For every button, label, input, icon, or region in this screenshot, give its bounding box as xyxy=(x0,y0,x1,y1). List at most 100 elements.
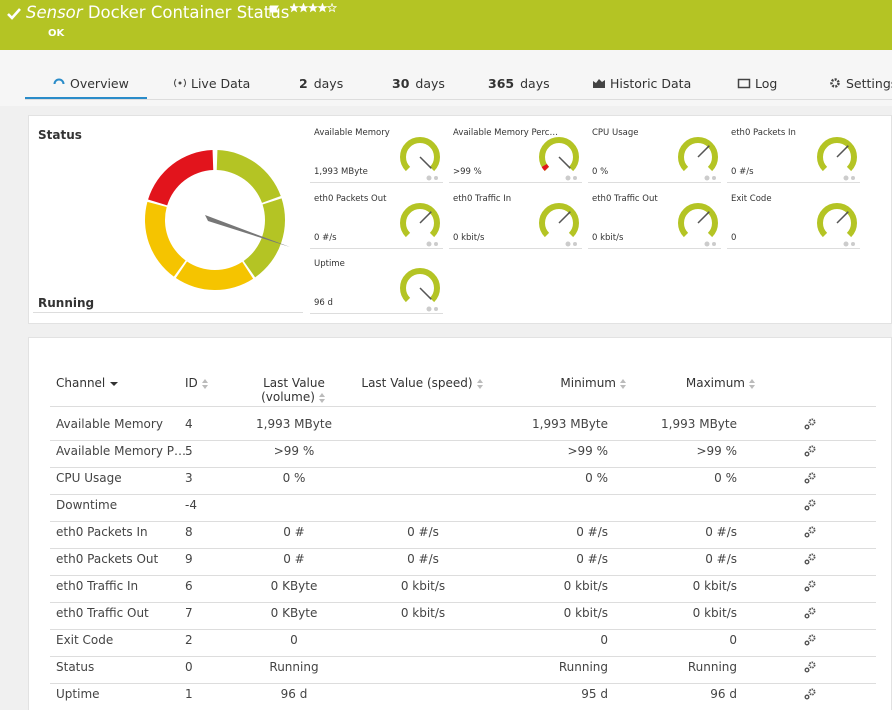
gauge-value: 0 kbit/s xyxy=(453,233,485,243)
gauge-name: Available Memory xyxy=(314,128,390,138)
row-separator xyxy=(50,629,876,630)
gauge-icon xyxy=(434,242,438,246)
priority-stars[interactable] xyxy=(290,3,338,13)
table-cell: 7 xyxy=(185,606,193,620)
tab[interactable]: Historic Data xyxy=(592,76,691,91)
table-cell: 0 KByte xyxy=(270,579,318,593)
row-separator xyxy=(50,467,876,468)
gauge-needle xyxy=(836,211,849,224)
table-cell: Status xyxy=(56,660,95,674)
gear xyxy=(808,418,816,426)
row-separator xyxy=(50,548,876,549)
channel-settings-icon[interactable] xyxy=(803,606,817,620)
gauge-dial xyxy=(817,203,857,247)
donut-segment xyxy=(216,150,281,203)
gauge-dial xyxy=(539,203,579,247)
column-header[interactable]: ID xyxy=(185,376,210,390)
tab[interactable]: Overview xyxy=(52,76,129,91)
table-cell: 4 xyxy=(185,417,193,431)
channel-settings-icon[interactable] xyxy=(803,417,817,431)
table-cell: 0 kbit/s xyxy=(563,606,608,620)
row-separator xyxy=(50,575,876,576)
table-cell: 0 #/s xyxy=(407,525,439,539)
channel-settings-icon[interactable] xyxy=(803,444,817,458)
separator xyxy=(310,248,443,249)
gauge-icon xyxy=(426,306,432,312)
column-header[interactable]: Last Value (speed) xyxy=(353,376,493,390)
column-header[interactable]: Minimum xyxy=(498,376,628,390)
tab-count: 30 xyxy=(392,76,410,91)
title-text: Docker Container Status xyxy=(87,3,290,22)
table-cell: 0 #/s xyxy=(705,525,737,539)
channel-settings-icon[interactable] xyxy=(803,471,817,485)
sort-icon[interactable] xyxy=(110,381,119,386)
tab[interactable]: 30 days xyxy=(392,76,445,91)
tab[interactable]: 365 days xyxy=(488,76,550,91)
channel-settings-icon[interactable] xyxy=(803,687,817,701)
column-header-text: Channel xyxy=(56,376,106,390)
channel-settings-icon[interactable] xyxy=(803,525,817,539)
table-cell: 1,993 MByte xyxy=(256,417,332,431)
table-cell: 0 xyxy=(729,633,737,647)
table-cell: Available Memory P… xyxy=(56,444,186,458)
separator xyxy=(588,248,721,249)
channel-settings-icon[interactable] xyxy=(803,498,817,512)
channel-settings-icon[interactable] xyxy=(803,660,817,674)
channel-settings-icon[interactable] xyxy=(803,552,817,566)
column-header[interactable]: Channel xyxy=(56,376,119,390)
gauge-alert xyxy=(541,163,549,171)
separator xyxy=(727,182,860,183)
gauge-value: >99 % xyxy=(453,167,482,177)
table-cell: Uptime xyxy=(56,687,100,701)
check-icon xyxy=(7,8,21,20)
gear xyxy=(808,499,816,507)
gauge-arc xyxy=(400,203,440,238)
sort-icon[interactable] xyxy=(476,378,485,389)
gauge-name: eth0 Traffic In xyxy=(453,194,512,204)
sort-icon[interactable] xyxy=(749,378,757,389)
gear xyxy=(808,661,816,669)
tab[interactable]: 2 days xyxy=(299,76,343,91)
sort-icon[interactable] xyxy=(318,392,327,403)
column-header[interactable]: Maximum xyxy=(627,376,757,390)
channel-settings-icon[interactable] xyxy=(803,633,817,647)
gauge-icon xyxy=(426,241,432,247)
table-cell: 2 xyxy=(185,633,193,647)
tab[interactable]: Log xyxy=(737,76,777,91)
gauge-dial xyxy=(400,268,440,312)
gauge-arc xyxy=(817,137,857,172)
channel-settings-icon[interactable] xyxy=(803,579,817,593)
table-cell: >99 % xyxy=(696,444,737,458)
gear xyxy=(804,613,810,619)
row-separator xyxy=(50,656,876,657)
donut-segment xyxy=(148,150,214,206)
gauge-arc xyxy=(400,268,440,303)
table-cell: eth0 Traffic Out xyxy=(56,606,149,620)
table-cell: 0 #/s xyxy=(705,552,737,566)
sort-icon[interactable] xyxy=(620,378,628,389)
gauge-arc xyxy=(539,203,579,238)
table-cell: 0 xyxy=(185,660,193,674)
icon xyxy=(737,78,751,89)
gauge-value: 0 #/s xyxy=(731,167,754,177)
column-header[interactable]: Last Value (volume) xyxy=(254,376,334,404)
gauge-value: 0 kbit/s xyxy=(592,233,624,243)
tab[interactable]: Live Data xyxy=(173,76,250,91)
gauge-needle xyxy=(558,156,571,169)
star xyxy=(317,3,328,13)
gear xyxy=(804,586,810,592)
sort-icon[interactable] xyxy=(201,378,210,389)
separator xyxy=(449,248,582,249)
gauge-arc xyxy=(400,137,440,172)
icon xyxy=(174,78,186,88)
tab-label: days xyxy=(520,76,550,91)
table-cell: eth0 Traffic In xyxy=(56,579,139,593)
table-cell: 0 kbit/s xyxy=(400,606,446,620)
tab[interactable]: Settings xyxy=(828,76,892,91)
star xyxy=(326,3,338,13)
tab-icon xyxy=(174,78,186,88)
table-cell: 8 xyxy=(185,525,193,539)
gear xyxy=(808,634,816,642)
table-cell: 0 #/s xyxy=(576,525,608,539)
gear xyxy=(808,607,816,615)
